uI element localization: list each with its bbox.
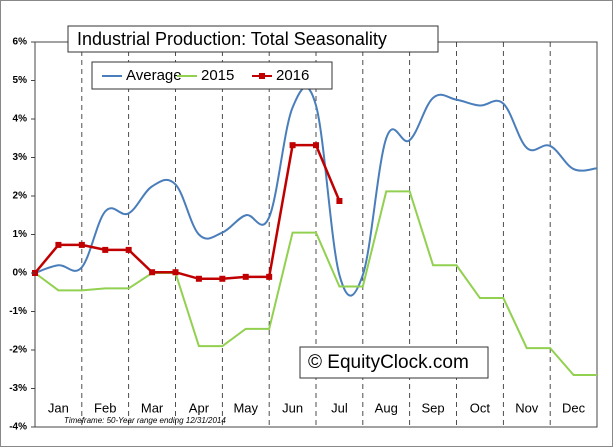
- legend-marker: [259, 73, 265, 79]
- point-marker: [313, 142, 319, 149]
- title-box: [67, 25, 439, 53]
- point-marker: [55, 241, 62, 248]
- point-marker: [289, 142, 296, 149]
- x-tick-label: Jun: [282, 400, 303, 415]
- x-tick-label: Apr: [189, 400, 210, 415]
- x-tick-label: Nov: [515, 400, 539, 415]
- x-tick-label: Jan: [48, 400, 69, 415]
- y-tick-label: 0%: [13, 268, 28, 279]
- x-tick-label: Dec: [562, 400, 586, 415]
- point-marker: [195, 275, 202, 282]
- y-tick-label: -4%: [9, 422, 27, 433]
- y-tick-label: -3%: [9, 383, 27, 394]
- x-tick-label: Aug: [375, 400, 398, 415]
- point-marker: [102, 246, 109, 253]
- y-tick-label: 2%: [13, 191, 28, 202]
- x-tick-label: Jul: [331, 400, 348, 415]
- legend-label: 2015: [201, 67, 234, 84]
- x-tick-label: Feb: [94, 400, 116, 415]
- watermark: © EquityClock.com: [308, 352, 469, 373]
- y-tick-label: -2%: [9, 345, 27, 356]
- point-marker: [336, 198, 343, 205]
- legend-box: [91, 61, 333, 90]
- point-marker: [149, 269, 156, 276]
- footnote: Timeframe: 50-Year range ending 12/31/20…: [64, 416, 226, 425]
- x-tick-label: Sep: [422, 400, 445, 415]
- series-line: [34, 86, 598, 297]
- y-tick-label: 4%: [13, 114, 28, 125]
- x-tick-label: May: [233, 400, 258, 415]
- point-marker: [266, 273, 273, 280]
- watermark-box: [299, 346, 489, 379]
- point-marker: [125, 246, 132, 253]
- point-marker: [172, 269, 179, 276]
- y-tick-label: 3%: [13, 152, 28, 163]
- point-marker: [242, 273, 249, 280]
- x-tick-label: Mar: [141, 400, 164, 415]
- y-tick-label: -1%: [9, 306, 27, 317]
- y-tick-label: 1%: [13, 229, 28, 240]
- y-tick-label: 5%: [13, 75, 28, 86]
- series-line: [34, 143, 341, 281]
- y-tick-label: 6%: [13, 37, 28, 48]
- point-marker: [78, 241, 85, 248]
- series-line: [34, 190, 597, 377]
- x-tick-label: Oct: [470, 400, 491, 415]
- chart-title: Industrial Production: Total Seasonality: [77, 29, 387, 49]
- legend-label: Average: [126, 67, 182, 84]
- legend-label: 2016: [276, 67, 309, 84]
- point-marker: [219, 275, 226, 282]
